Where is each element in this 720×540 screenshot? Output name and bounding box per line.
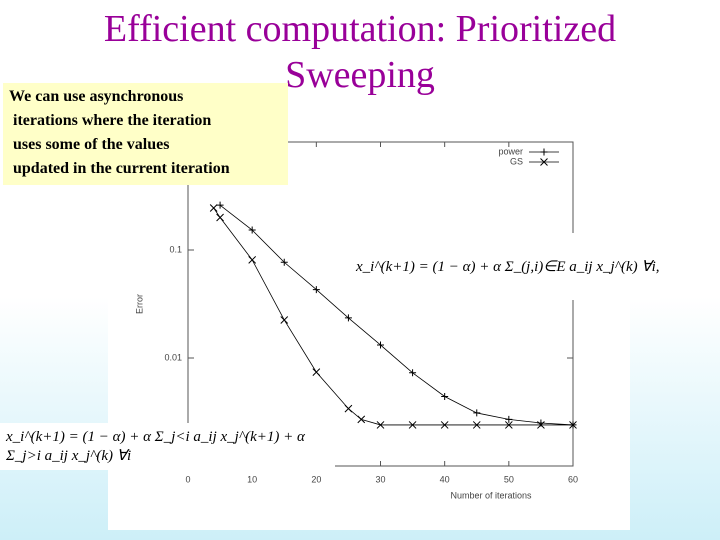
y-tick-label: 0.01 <box>164 352 182 362</box>
marker <box>280 258 288 266</box>
x-tick-label: 10 <box>247 474 257 484</box>
marker <box>540 158 548 166</box>
marker <box>376 421 385 429</box>
marker <box>440 421 449 429</box>
callout-line: updated in the current iteration <box>13 160 230 177</box>
legend-label: GS <box>510 156 523 166</box>
y-axis-label: Error <box>134 294 144 314</box>
marker <box>409 369 417 377</box>
marker <box>216 201 224 209</box>
marker <box>377 341 384 349</box>
series-line <box>219 204 574 426</box>
callout-line: iterations where the iteration <box>13 112 212 129</box>
marker <box>504 421 513 429</box>
marker <box>312 286 320 294</box>
marker <box>280 316 289 324</box>
y-tick-label: 0.1 <box>169 244 182 254</box>
series-line <box>213 207 573 426</box>
marker <box>540 148 548 156</box>
callout-line: We can use asynchronous <box>9 88 184 105</box>
marker <box>472 421 481 429</box>
callout: We can use asynchronous iterations where… <box>3 83 288 185</box>
marker <box>357 415 366 424</box>
equation: x_i^(k+1) = (1 − α) + α Σ_j<i a_ij x_j^(… <box>0 423 335 470</box>
callout-line: uses some of the values <box>13 136 170 153</box>
x-tick-label: 50 <box>504 474 514 484</box>
marker <box>344 404 353 413</box>
x-tick-label: 20 <box>311 474 321 484</box>
x-tick-label: 0 <box>185 474 190 484</box>
marker <box>473 409 481 417</box>
marker <box>441 393 449 401</box>
marker <box>505 415 513 423</box>
marker <box>569 421 577 429</box>
marker <box>209 204 218 212</box>
marker <box>537 421 545 429</box>
x-axis-label: Number of iterations <box>450 490 532 500</box>
equation: x_i^(k+1) = (1 − α) + α Σ_(j,i)∈E a_ij x… <box>350 233 660 300</box>
marker <box>248 256 257 264</box>
marker <box>312 368 321 376</box>
x-tick-label: 30 <box>375 474 385 484</box>
x-tick-label: 60 <box>568 474 578 484</box>
marker <box>248 226 256 234</box>
marker <box>408 421 417 429</box>
x-tick-label: 40 <box>440 474 450 484</box>
marker <box>344 314 352 322</box>
legend-label: power <box>498 146 523 156</box>
marker <box>216 213 224 222</box>
slide-title: Efficient computation: Prioritized Sweep… <box>103 8 617 96</box>
